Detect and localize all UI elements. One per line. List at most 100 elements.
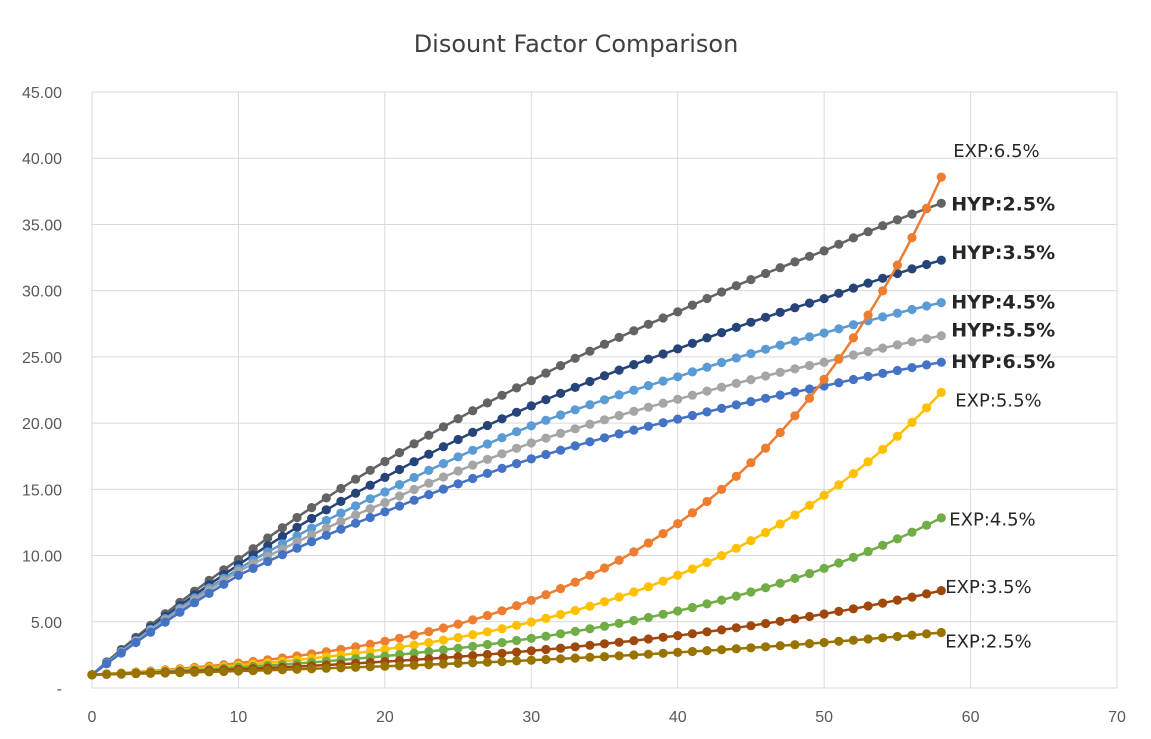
series-end-label: HYP:2.5% <box>951 193 1055 215</box>
data-point <box>658 576 668 586</box>
data-point <box>570 605 580 616</box>
data-point <box>556 654 566 664</box>
data-point <box>878 312 888 322</box>
data-point <box>731 353 741 363</box>
data-point <box>775 307 785 317</box>
data-point <box>775 427 785 438</box>
data-point <box>409 439 419 449</box>
data-point <box>819 357 829 367</box>
data-point <box>892 631 903 642</box>
y-tick-label: 25.00 <box>22 350 62 367</box>
data-point <box>673 631 683 641</box>
data-point <box>307 530 317 540</box>
data-point <box>702 293 712 304</box>
data-point <box>614 592 624 602</box>
data-point <box>687 508 698 518</box>
data-point <box>541 395 551 405</box>
series-end-labels: HYP:2.5% HYP:3.5% HYP:4.5% HYP:5.5% HYP:6.5%… <box>945 141 1055 653</box>
data-point <box>687 338 698 348</box>
data-point <box>102 659 112 669</box>
data-point <box>922 360 932 370</box>
data-point <box>907 233 917 243</box>
data-point <box>702 386 712 396</box>
data-point <box>424 449 434 459</box>
data-point <box>761 371 771 381</box>
data-point <box>380 644 390 655</box>
data-point <box>834 480 844 490</box>
data-point <box>424 660 434 670</box>
data-point <box>248 544 258 554</box>
data-point <box>761 393 771 403</box>
data-point <box>453 434 463 445</box>
data-point <box>936 255 946 265</box>
data-point <box>336 663 346 673</box>
data-point <box>570 653 580 663</box>
data-point <box>717 287 727 297</box>
series-end-label: EXP:2.5% <box>945 631 1031 652</box>
data-point <box>541 449 551 460</box>
data-point <box>585 437 595 447</box>
data-point <box>673 344 683 354</box>
series-end-label: HYP:5.5% <box>951 320 1055 342</box>
data-point <box>804 298 815 308</box>
data-point <box>409 472 419 483</box>
data-point <box>453 652 463 662</box>
data-point <box>307 664 317 674</box>
data-point <box>658 313 668 323</box>
data-point <box>292 543 302 553</box>
data-point <box>790 364 800 374</box>
data-point <box>482 627 492 637</box>
data-point <box>643 538 654 548</box>
data-point <box>394 480 405 490</box>
data-point <box>511 459 522 469</box>
data-point <box>394 448 405 458</box>
data-point <box>936 331 946 341</box>
data-point <box>863 457 873 467</box>
data-point <box>409 495 419 505</box>
data-point <box>804 360 815 371</box>
series-end-label: EXP:3.5% <box>945 577 1031 598</box>
data-point <box>468 651 478 661</box>
data-point <box>702 362 712 372</box>
data-point <box>629 360 639 370</box>
data-point <box>321 523 331 533</box>
data-point <box>775 519 785 529</box>
data-point <box>336 483 346 494</box>
data-point <box>511 620 522 631</box>
data-point <box>585 400 595 410</box>
series-hyp-2-5- <box>87 198 946 680</box>
data-point <box>570 626 580 637</box>
y-tick-label: 30.00 <box>22 284 62 301</box>
data-point <box>922 629 932 639</box>
data-point <box>453 632 463 643</box>
data-point <box>878 540 888 550</box>
data-point <box>599 563 610 573</box>
data-point <box>365 465 375 475</box>
data-point <box>365 494 375 504</box>
x-tick-label: 30 <box>522 709 540 726</box>
data-point <box>673 647 683 658</box>
data-point <box>482 657 492 667</box>
data-point <box>702 496 712 507</box>
data-point <box>482 454 492 464</box>
data-point <box>409 640 419 650</box>
data-point <box>497 433 507 443</box>
data-point <box>556 428 566 438</box>
data-point <box>892 308 903 318</box>
data-point <box>380 636 390 646</box>
data-point <box>585 376 595 387</box>
data-point <box>541 613 551 624</box>
data-point <box>848 350 859 360</box>
data-point <box>643 421 654 431</box>
data-point <box>409 457 419 467</box>
data-point <box>717 551 727 561</box>
data-point <box>351 510 361 520</box>
data-point <box>526 401 536 411</box>
data-point <box>790 303 800 313</box>
data-point <box>614 410 624 421</box>
data-point <box>409 484 419 495</box>
data-point <box>878 286 888 296</box>
data-point <box>907 592 917 602</box>
data-point <box>175 607 185 617</box>
data-point <box>702 599 712 609</box>
